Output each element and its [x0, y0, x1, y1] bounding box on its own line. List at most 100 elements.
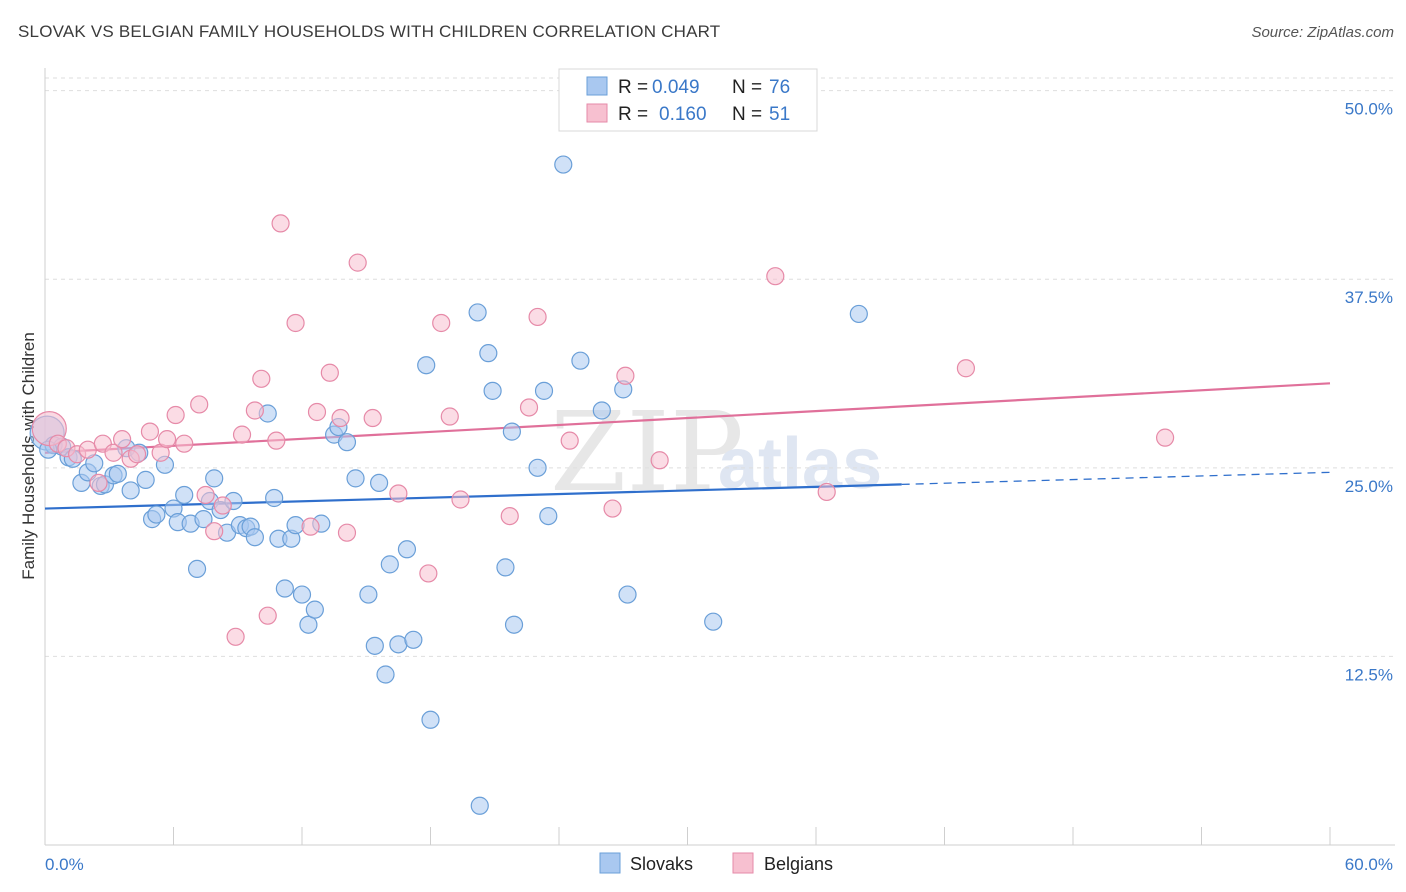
belgians-point: [140, 422, 160, 441]
belgians-point: [419, 564, 438, 583]
belgians-point: [196, 485, 215, 505]
belgians-point: [307, 402, 327, 422]
belgians-point: [213, 496, 232, 515]
belgians-point: [603, 499, 622, 518]
slovaks-point: [346, 469, 365, 488]
slovaks-point: [504, 615, 524, 634]
slovaks-point: [618, 585, 637, 604]
belgians-point: [104, 443, 123, 462]
slovaks-point: [470, 796, 489, 815]
bottom-legend-label-slovaks: Slovaks: [630, 854, 693, 874]
slovaks-trend-extension: [901, 471, 1331, 486]
belgians-point: [451, 490, 470, 509]
belgians-point: [519, 398, 539, 417]
watermark-zip: ZIP: [550, 388, 744, 516]
belgians-trend-line: [44, 382, 1331, 454]
belgians-point: [616, 366, 635, 385]
slovaks-point: [571, 351, 590, 370]
legend-n-value-slovaks: 76: [769, 77, 790, 98]
y-tick-label: 12.5%: [1345, 665, 1393, 684]
bottom-legend-swatch-slovaks: [599, 852, 621, 874]
belgians-point: [127, 445, 147, 464]
slovaks-point: [397, 540, 417, 559]
slovaks-point: [147, 505, 166, 524]
belgians-point: [205, 522, 224, 541]
slovaks-point: [539, 506, 558, 526]
y-axis-label: Family Households with Children: [19, 332, 38, 580]
belgians-point: [432, 313, 451, 333]
belgians-point: [320, 363, 339, 382]
belgians-point: [440, 407, 459, 426]
belgians-point: [226, 627, 245, 646]
legend-n-label-slovaks: N =: [732, 77, 762, 98]
slovaks-point: [292, 585, 312, 604]
belgians-point: [166, 405, 185, 425]
y-tick-label: 25.0%: [1345, 477, 1393, 496]
grid: [45, 77, 1395, 657]
legend-swatch-slovaks: [586, 76, 608, 96]
slovaks-point: [194, 510, 213, 529]
bottom-legend-label-belgians: Belgians: [764, 854, 833, 874]
bottom-legend: Slovaks Belgians: [599, 852, 833, 874]
slovaks-point: [359, 585, 378, 604]
series-belgians: [31, 214, 1175, 646]
slovaks-point: [370, 473, 389, 493]
slovaks-point: [108, 464, 127, 483]
slovaks-point: [528, 458, 547, 477]
slovaks-point: [468, 303, 487, 322]
slovaks-point: [389, 635, 408, 654]
slovaks-point: [592, 401, 611, 420]
slovaks-point: [275, 579, 294, 598]
belgians-point: [267, 431, 286, 450]
legend-r-value-slovaks: 0.049: [652, 77, 700, 98]
slovaks-point: [421, 710, 440, 729]
belgians-point: [528, 307, 547, 327]
watermark-atlas: atlas: [718, 424, 882, 504]
slovaks-point: [136, 470, 155, 489]
slovaks-point: [554, 155, 573, 174]
data-points: [29, 155, 1175, 815]
belgians-point: [258, 606, 277, 625]
x-tick-label-max: 60.0%: [1345, 855, 1393, 874]
belgians-point: [650, 451, 669, 470]
belgians-point: [175, 434, 194, 453]
slovaks-point: [502, 422, 521, 441]
slovaks-point: [534, 381, 554, 400]
y-tick-labels: 12.5% 25.0% 37.5% 50.0%: [1345, 100, 1393, 685]
slovaks-point: [205, 469, 224, 488]
belgians-point: [190, 395, 209, 414]
legend-swatch-belgians: [586, 103, 608, 123]
slovaks-point: [365, 636, 384, 655]
trend-lines: [44, 382, 1331, 510]
slovaks-point: [496, 558, 515, 577]
slovaks-point: [299, 615, 318, 634]
slovaks-point: [286, 516, 305, 535]
legend-r-value-belgians: 0.160: [659, 104, 707, 125]
legend-n-label-belgians: N =: [732, 104, 762, 125]
x-ticks: [44, 827, 1331, 845]
belgians-point: [112, 430, 132, 449]
belgians-point: [348, 253, 367, 272]
belgians-point: [286, 313, 305, 333]
slovaks-point: [849, 304, 868, 324]
belgians-point: [389, 484, 408, 503]
x-tick-label-min: 0.0%: [45, 855, 84, 874]
source-label: Source: ZipAtlas.com: [1251, 24, 1394, 41]
belgians-point: [232, 425, 252, 444]
slovaks-point: [265, 488, 284, 508]
legend-r-label-slovaks: R =: [618, 77, 648, 98]
belgians-point: [817, 482, 836, 502]
belgians-point: [89, 473, 108, 493]
legend-box: R = 0.049 N = 76 R = 0.160 N = 51: [558, 68, 818, 132]
y-tick-label: 37.5%: [1345, 288, 1393, 307]
bottom-legend-swatch-belgians: [732, 852, 754, 874]
slovaks-point: [479, 344, 498, 363]
legend-n-value-belgians: 51: [769, 104, 790, 125]
slovaks-point: [175, 485, 194, 505]
y-tick-label: 50.0%: [1345, 100, 1393, 119]
slovaks-point: [417, 356, 436, 375]
slovaks-point: [380, 555, 399, 574]
belgians-point: [157, 430, 177, 449]
slovaks-point: [305, 600, 324, 619]
